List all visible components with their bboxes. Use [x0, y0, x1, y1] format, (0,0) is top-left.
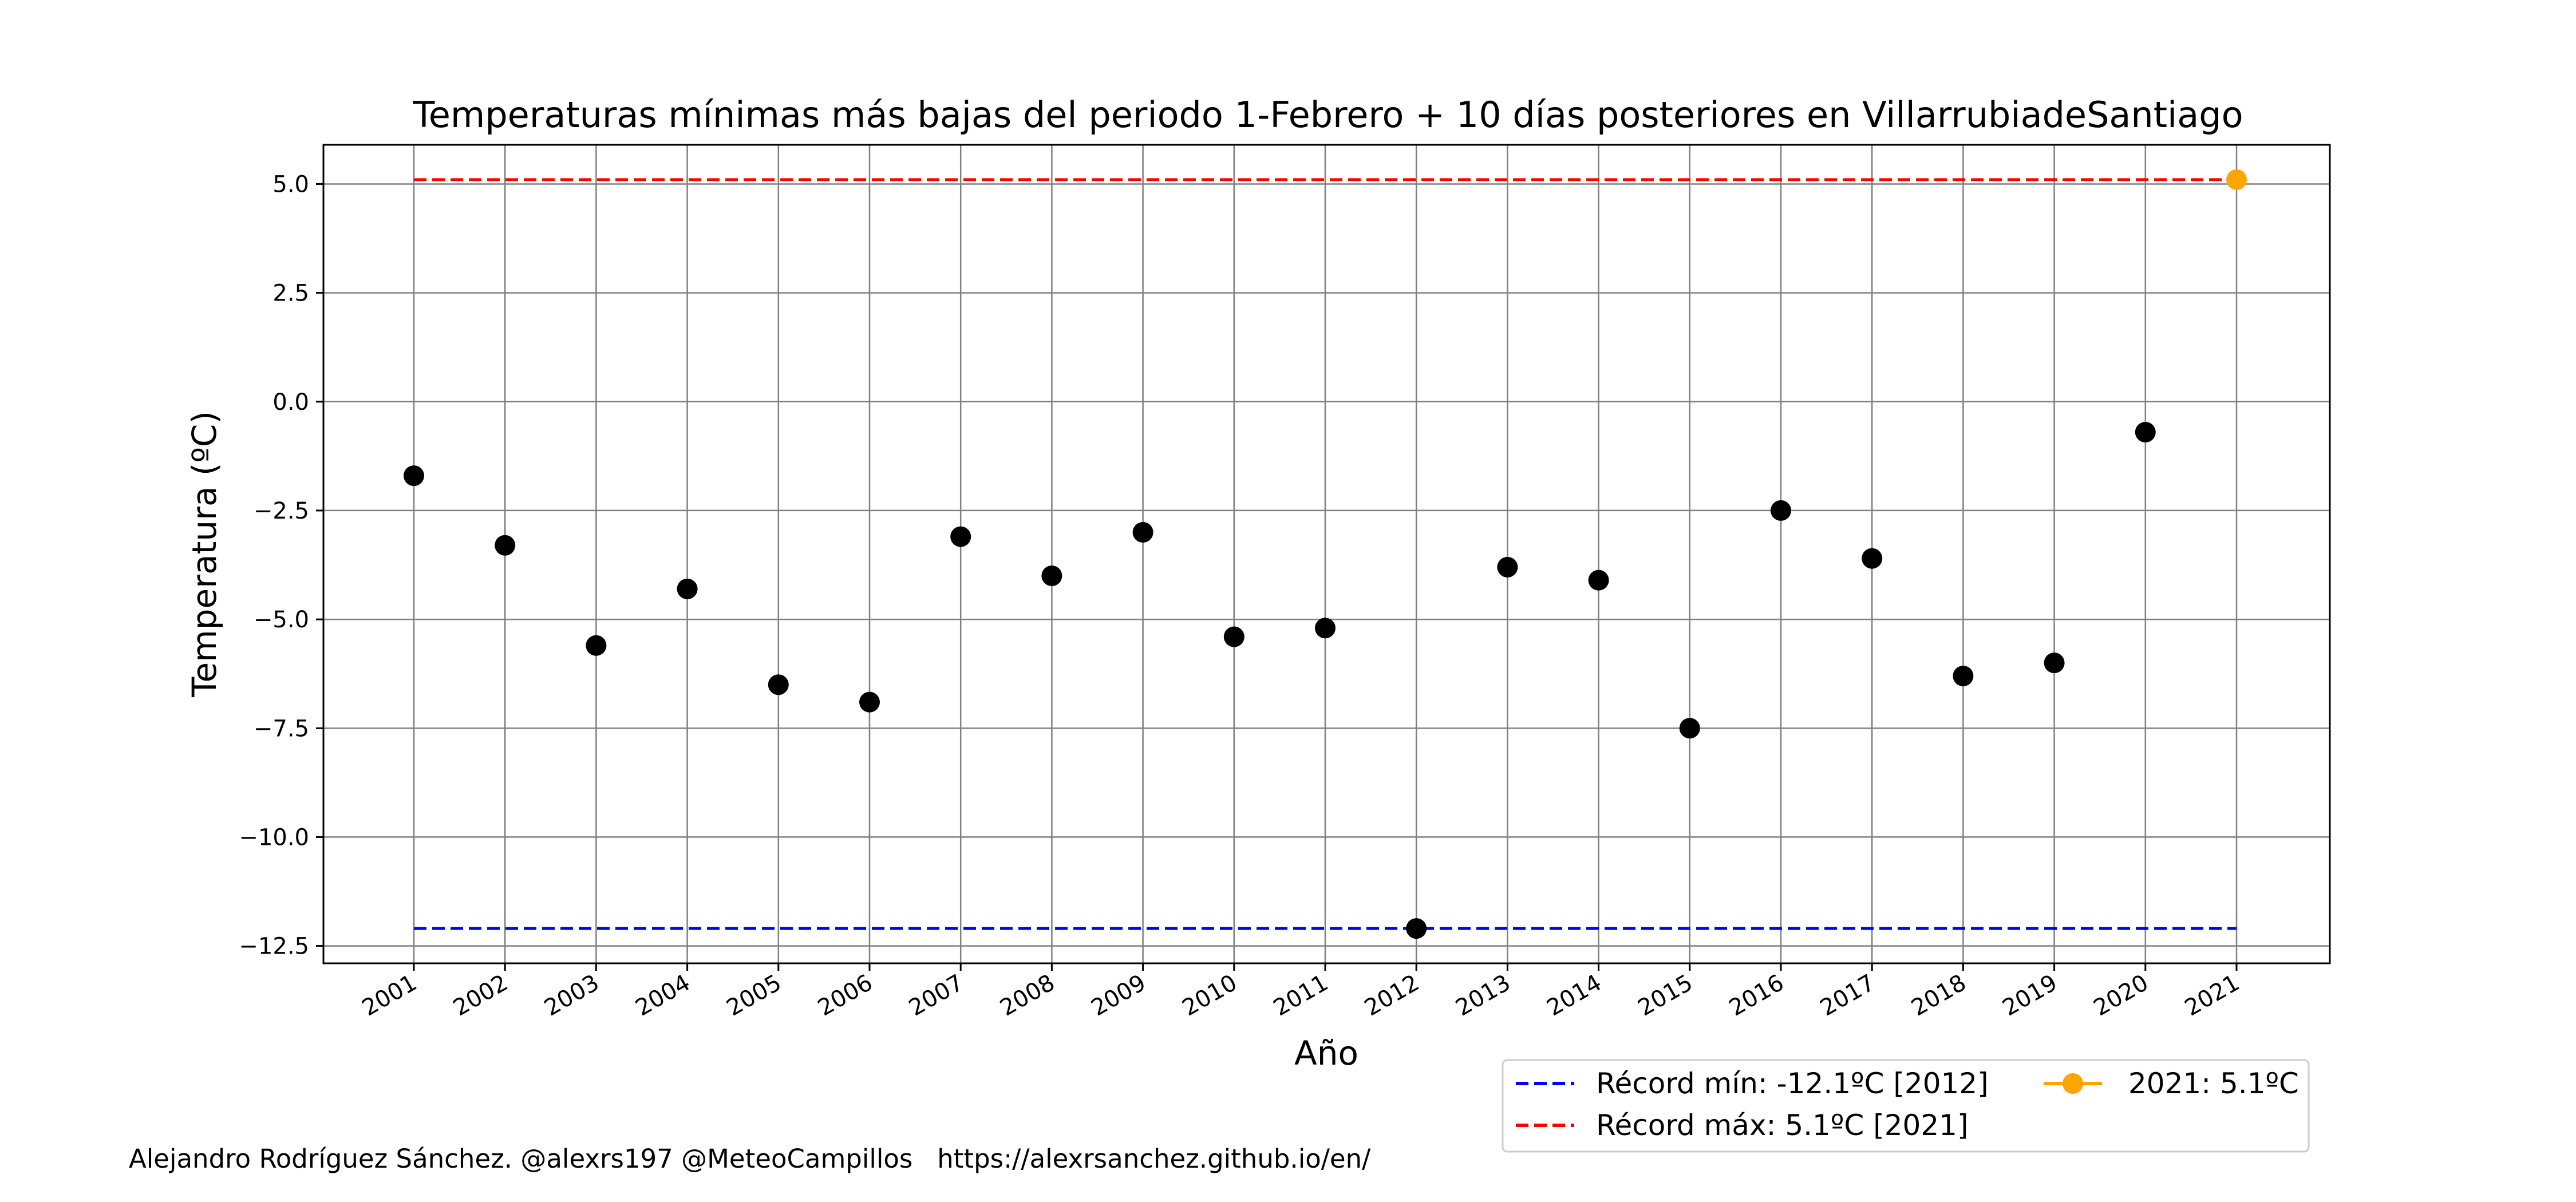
data-point — [495, 535, 516, 556]
reference-lines — [414, 178, 2237, 930]
x-tick-label: 2005 — [722, 970, 786, 1022]
data-point — [768, 674, 789, 695]
x-tick-label: 2003 — [540, 970, 603, 1022]
x-axis-label: Año — [1294, 1034, 1358, 1073]
highlight-point-2021 — [2226, 169, 2247, 190]
data-point — [1315, 618, 1336, 639]
y-tick-label: −5.0 — [254, 607, 309, 633]
x-tick-label: 2009 — [1086, 970, 1150, 1022]
x-tick-label: 2001 — [358, 970, 421, 1022]
grid — [323, 145, 2330, 963]
x-tick-label: 2018 — [1907, 970, 1970, 1022]
x-axis-ticks: 2001 2002 2003 2004 2005 2006 2007 2008 2009 2010… — [358, 963, 2244, 1022]
y-tick-label: −2.5 — [254, 498, 309, 524]
footer-credit: Alejandro Rodríguez Sánchez. @alexrs197 … — [129, 1144, 1371, 1174]
legend-2021-swatch-marker — [2063, 1073, 2083, 1094]
x-tick-label: 2016 — [1725, 970, 1788, 1022]
y-tick-label: 0.0 — [272, 389, 309, 416]
x-tick-label: 2006 — [813, 970, 877, 1022]
x-tick-label: 2020 — [2089, 970, 2153, 1022]
x-tick-label: 2017 — [1816, 970, 1879, 1022]
legend-record-min-label: Récord mín: -12.1ºC [2012] — [1596, 1067, 1989, 1100]
x-tick-label: 2011 — [1269, 970, 1333, 1022]
data-point — [859, 691, 880, 713]
data-point — [1497, 556, 1518, 578]
y-axis-label: Temperatura (ºC) — [185, 411, 224, 698]
data-point — [950, 526, 971, 547]
x-tick-label: 2013 — [1451, 970, 1515, 1022]
data-point — [1223, 626, 1244, 647]
x-tick-label: 2015 — [1634, 970, 1697, 1022]
x-tick-label: 2004 — [631, 970, 694, 1022]
legend-record-max-label: Récord máx: 5.1ºC [2021] — [1596, 1109, 1968, 1142]
x-tick-label: 2012 — [1360, 970, 1424, 1022]
data-point — [1406, 918, 1427, 939]
x-tick-label: 2014 — [1542, 970, 1606, 1022]
x-tick-label: 2008 — [995, 970, 1059, 1022]
data-point — [1132, 521, 1153, 543]
data-point — [1862, 548, 1883, 569]
data-point — [1771, 500, 1791, 521]
data-points — [404, 169, 2247, 939]
x-tick-label: 2010 — [1178, 970, 1242, 1022]
y-axis-ticks: 5.0 2.5 0.0 −2.5 −5.0 −7.5 −10.0 −12.5 — [239, 171, 323, 960]
data-point — [677, 578, 698, 599]
plot-area — [322, 144, 2331, 964]
y-tick-label: 5.0 — [272, 171, 309, 197]
data-point — [1041, 566, 1062, 587]
y-tick-label: −7.5 — [254, 715, 309, 742]
x-tick-label: 2019 — [1998, 970, 2061, 1022]
y-tick-label: −12.5 — [239, 934, 309, 960]
data-point — [2044, 653, 2065, 674]
y-tick-label: −10.0 — [239, 824, 309, 851]
data-point — [404, 465, 424, 487]
x-tick-label: 2002 — [449, 970, 512, 1022]
legend-2021-label: 2021: 5.1ºC — [2128, 1067, 2299, 1100]
x-tick-label: 2007 — [904, 970, 968, 1022]
data-point — [586, 635, 607, 656]
data-point — [1588, 570, 1609, 591]
legend: Récord mín: -12.1ºC [2012] Récord máx: 5… — [1502, 1059, 2310, 1153]
chart-title: Temperaturas mínimas más bajas del perio… — [412, 94, 2243, 136]
legend-box — [1502, 1059, 2310, 1153]
data-point — [2135, 422, 2156, 443]
x-tick-label: 2021 — [2180, 970, 2244, 1022]
y-tick-label: 2.5 — [272, 280, 309, 307]
data-point — [1953, 665, 1974, 686]
data-point — [1679, 718, 1700, 739]
